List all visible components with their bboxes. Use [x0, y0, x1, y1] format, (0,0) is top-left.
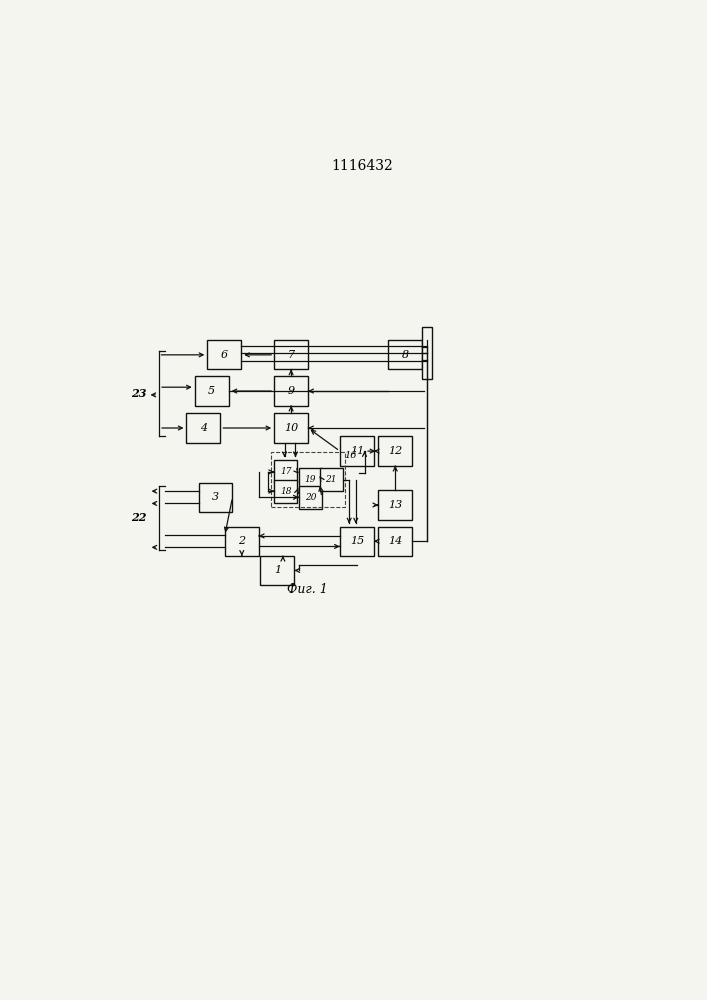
FancyBboxPatch shape: [299, 486, 322, 509]
Text: 21: 21: [325, 475, 337, 484]
Text: 14: 14: [388, 536, 402, 546]
Text: 11: 11: [350, 446, 364, 456]
Text: 13: 13: [388, 500, 402, 510]
Text: 1: 1: [274, 565, 281, 575]
FancyBboxPatch shape: [274, 460, 297, 483]
FancyBboxPatch shape: [194, 376, 228, 406]
Text: 8: 8: [402, 350, 409, 360]
Text: 10: 10: [284, 423, 298, 433]
Text: 22: 22: [131, 512, 146, 523]
FancyBboxPatch shape: [299, 468, 322, 491]
Text: 5: 5: [208, 386, 215, 396]
FancyBboxPatch shape: [274, 413, 308, 443]
FancyBboxPatch shape: [378, 490, 412, 520]
FancyBboxPatch shape: [340, 436, 374, 466]
FancyBboxPatch shape: [225, 527, 259, 556]
FancyBboxPatch shape: [388, 340, 422, 369]
FancyBboxPatch shape: [274, 376, 308, 406]
FancyBboxPatch shape: [199, 483, 233, 512]
FancyBboxPatch shape: [274, 480, 297, 503]
FancyBboxPatch shape: [378, 436, 412, 466]
Text: 7: 7: [288, 350, 295, 360]
Text: Фиг. 1: Фиг. 1: [287, 583, 328, 596]
Text: 19: 19: [305, 475, 316, 484]
Text: 17: 17: [280, 467, 291, 476]
FancyBboxPatch shape: [274, 340, 308, 369]
Text: 4: 4: [200, 423, 207, 433]
FancyBboxPatch shape: [187, 413, 221, 443]
FancyBboxPatch shape: [320, 468, 343, 491]
FancyBboxPatch shape: [422, 327, 432, 379]
FancyBboxPatch shape: [378, 527, 412, 556]
Text: 23: 23: [131, 388, 146, 399]
Text: 15: 15: [350, 536, 364, 546]
Text: 12: 12: [388, 446, 402, 456]
FancyBboxPatch shape: [340, 527, 374, 556]
FancyBboxPatch shape: [260, 556, 294, 585]
Text: 1116432: 1116432: [332, 159, 393, 173]
FancyBboxPatch shape: [207, 340, 241, 369]
Text: 6: 6: [221, 350, 228, 360]
Text: 2: 2: [238, 536, 245, 546]
Text: 20: 20: [305, 493, 316, 502]
Text: 9: 9: [288, 386, 295, 396]
Text: 3: 3: [212, 492, 219, 502]
Text: 16: 16: [345, 451, 357, 460]
Text: 18: 18: [280, 487, 291, 496]
